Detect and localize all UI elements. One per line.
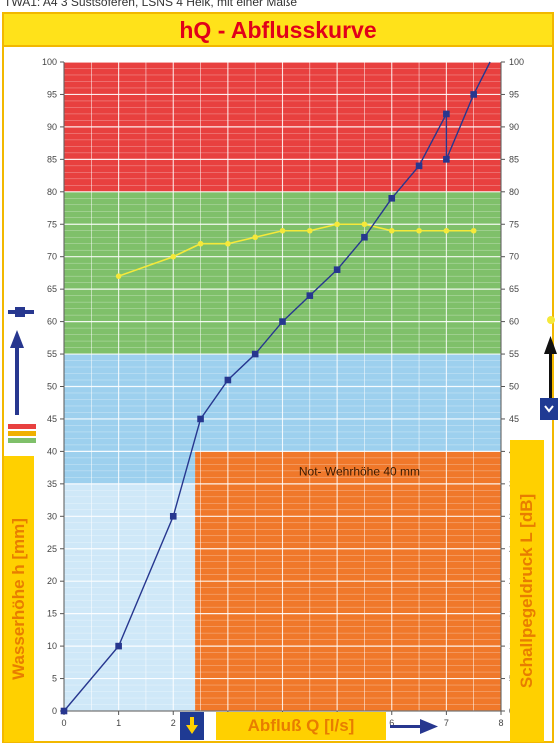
- y-axis-label-left-box: Wasserhöhe h [mm]: [4, 456, 34, 742]
- x-axis-label: Abfluß Q [l/s]: [247, 716, 355, 735]
- series-hq-point: [415, 162, 423, 170]
- series-hq-point: [361, 233, 368, 241]
- y-tick-label-right-85: 85: [509, 154, 519, 164]
- zone-legend-stripe-0: [8, 424, 36, 429]
- series-sound-point: [170, 253, 177, 260]
- series-sound-point: [225, 240, 231, 247]
- y-tick-label-left-35: 35: [47, 479, 57, 489]
- y-tick-label-left-95: 95: [47, 89, 57, 99]
- y-tick-label-left-85: 85: [47, 154, 57, 164]
- series-sound-point: [416, 227, 422, 234]
- y-axis-label-left: Wasserhöhe h [mm]: [9, 518, 28, 680]
- y-tick-label-left-5: 5: [52, 674, 57, 684]
- decoration-group: [8, 307, 557, 734]
- right-arrow-x-shaft: [390, 725, 422, 728]
- series-hq-point: [115, 642, 122, 650]
- zone-legend-stripe-2: [8, 438, 36, 443]
- x-tick-label-8: 8: [498, 718, 503, 728]
- zone-blue-3: [64, 451, 196, 484]
- right-arrow-x-icon: [420, 719, 438, 734]
- series-hq-point: [251, 350, 259, 358]
- x-tick-label-6: 6: [389, 718, 394, 728]
- y-tick-label-right-50: 50: [509, 382, 519, 392]
- x-tick-label-2: 2: [171, 718, 176, 728]
- series-sound-point: [388, 227, 395, 234]
- series-hq-point: [443, 156, 450, 163]
- series-hq-point: [388, 194, 396, 202]
- up-arrow-left-icon: [10, 330, 24, 348]
- annotation-not-wehrhoehe: Not- Wehrhöhe 40 mm: [299, 464, 420, 478]
- legend-hq-marker-icon: [15, 307, 25, 317]
- y-tick-label-left-80: 80: [47, 187, 57, 197]
- y-tick-label-right-90: 90: [509, 122, 519, 132]
- y-tick-label-right-80: 80: [509, 187, 519, 197]
- series-sound-point: [252, 234, 258, 241]
- y-tick-label-right-55: 55: [509, 349, 519, 359]
- y-tick-label-left-100: 100: [42, 57, 57, 67]
- y-tick-label-right-75: 75: [509, 219, 519, 229]
- y-tick-label-left-60: 60: [47, 317, 57, 327]
- series-hq-point: [169, 513, 177, 520]
- up-arrow-right-shaft: [549, 352, 552, 414]
- y-tick-label-left-45: 45: [47, 414, 57, 424]
- series-sound-point: [334, 221, 340, 228]
- y-tick-label-left-15: 15: [47, 609, 57, 619]
- y-tick-label-left-75: 75: [47, 219, 57, 229]
- series-hq-point: [333, 266, 341, 273]
- chart-title: hQ - Abflusskurve: [179, 17, 377, 43]
- series-sound-point: [443, 227, 450, 234]
- zone-legend-stripe-1: [8, 431, 36, 436]
- series-sound-point: [279, 227, 286, 234]
- y-tick-label-left-55: 55: [47, 349, 57, 359]
- y-axis-label-right-box: Schallpegeldruck L [dB]: [510, 440, 544, 742]
- x-axis-label-box: Abfluß Q [l/s]: [216, 712, 386, 740]
- y-tick-label-right-60: 60: [509, 317, 519, 327]
- y-tick-label-right-100: 100: [509, 57, 524, 67]
- legend-sound-marker-icon: [547, 316, 555, 324]
- series-hq-point: [470, 91, 477, 98]
- up-arrow-right-icon: [544, 336, 557, 354]
- series-hq-point: [197, 415, 204, 423]
- series-group: [60, 61, 491, 715]
- x-tick-label-1: 1: [116, 718, 121, 728]
- series-sound-point: [197, 240, 204, 247]
- series-sound-point: [470, 227, 477, 234]
- series-hq-point: [443, 110, 450, 118]
- right-chevron-icon: [540, 398, 558, 420]
- y-tick-label-left-30: 30: [47, 511, 57, 521]
- series-sound-point: [115, 273, 122, 279]
- series-hq-point: [60, 707, 68, 715]
- series-sound-point: [307, 227, 313, 234]
- x-tick-label-0: 0: [61, 718, 66, 728]
- y-tick-label-right-70: 70: [509, 252, 519, 262]
- y-tick-label-left-65: 65: [47, 284, 57, 294]
- y-tick-label-right-65: 65: [509, 284, 519, 294]
- series-hq-point: [306, 292, 314, 299]
- series-hq-line: [63, 61, 491, 712]
- y-tick-label-left-70: 70: [47, 252, 57, 262]
- series-hq-point: [224, 376, 232, 384]
- y-tick-label-left-90: 90: [47, 122, 57, 132]
- y-tick-label-left-50: 50: [47, 382, 57, 392]
- y-tick-label-left-0: 0: [52, 706, 57, 716]
- x-tick-label-7: 7: [444, 718, 449, 728]
- y-tick-label-right-45: 45: [509, 414, 519, 424]
- y-tick-label-left-25: 25: [47, 544, 57, 554]
- y-axis-label-right: Schallpegeldruck L [dB]: [517, 493, 536, 689]
- x-down-arrow-icon: [180, 712, 204, 740]
- gridlines-group: [63, 61, 502, 712]
- y-tick-label-right-95: 95: [509, 89, 519, 99]
- top-caption: TWA1: A4 3 Süstsöferen, LSNS 4 Helk, mit…: [4, 0, 298, 9]
- y-tick-label-left-40: 40: [47, 446, 57, 456]
- y-tick-label-left-10: 10: [47, 641, 57, 651]
- up-arrow-left-shaft: [15, 345, 19, 415]
- title-bar: hQ - Abflusskurve: [2, 12, 554, 47]
- series-hq-point: [279, 318, 286, 325]
- series-sound-point: [361, 221, 368, 228]
- y-tick-label-left-20: 20: [47, 576, 57, 586]
